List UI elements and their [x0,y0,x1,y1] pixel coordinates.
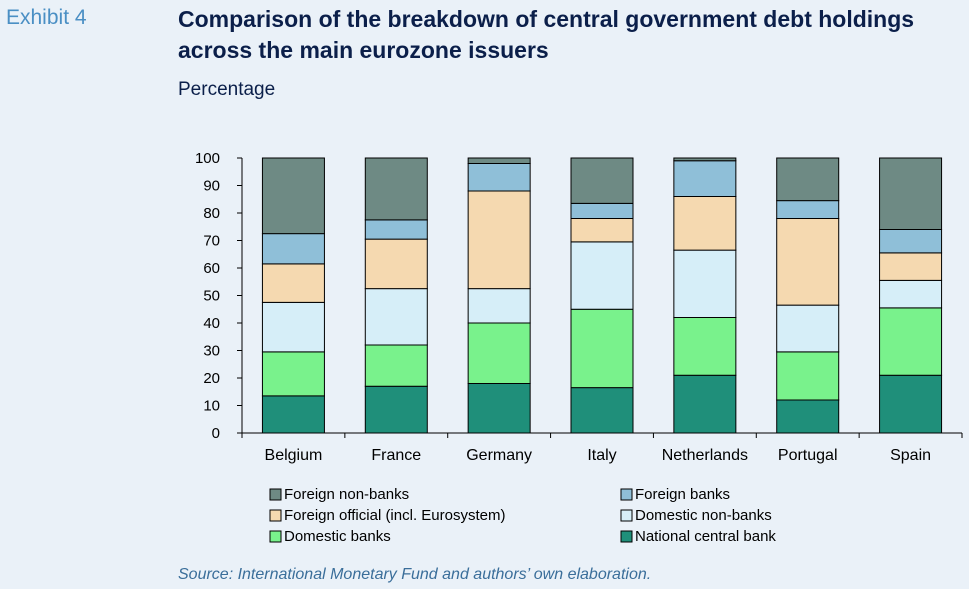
bar-segment [776,351,840,401]
bar-segment [261,395,325,434]
bar-segment [776,157,840,202]
exhibit-label: Exhibit 4 [6,6,87,29]
y-tick-label: 100 [195,150,220,167]
bar-segment [261,233,325,265]
bar-segment [467,163,531,192]
y-tick-label: 70 [203,233,220,250]
bar-segment [467,190,531,290]
source-note: Source: International Monetary Fund and … [178,566,652,583]
legend-swatch [620,530,633,543]
bar-segment [776,200,840,219]
bar-segment [364,238,428,290]
bar-segment [879,229,943,254]
bar-segment [364,157,428,221]
bar-segment [673,160,737,197]
bar-segment [673,196,737,251]
legend-swatch [269,488,282,501]
chart-legend: Foreign non-banks Foreign banks Foreign of… [269,486,776,545]
bar-segment [673,317,737,376]
bar-segment [467,383,531,434]
bar-segment [879,157,943,230]
y-tick-label: 90 [203,178,220,195]
bar-segment [776,399,840,434]
bar-segment [673,374,737,434]
bar-segment [673,157,737,162]
y-tick-label: 40 [203,315,220,332]
x-tick-label: Spain [890,447,931,464]
legend-swatch [620,509,633,522]
x-tick-label: Netherlands [662,447,748,464]
y-tick-label: 50 [203,288,220,305]
y-tick-label: 10 [203,398,220,415]
x-tick-label: Portugal [778,447,838,464]
legend-swatch [269,530,282,543]
legend-label: National central bank [635,528,776,545]
bar-segment [570,202,634,219]
bar-segment [570,218,634,243]
x-tick-label: Italy [587,447,616,464]
bar-segment [467,157,531,164]
y-tick-label: 30 [203,343,220,360]
legend-label: Foreign official (incl. Eurosystem) [284,507,505,524]
bar-segment [261,263,325,303]
x-tick-label: France [371,447,421,464]
chart-subtitle: Percentage [178,79,276,100]
bar-segment [364,344,428,387]
chart-bars [261,157,943,434]
bar-segment [879,374,943,434]
y-tick-label: 20 [203,370,220,387]
bar-segment [261,351,325,397]
bar-segment [879,252,943,281]
y-tick-label: 60 [203,260,220,277]
legend-label: Foreign banks [635,486,730,503]
x-tick-label: Belgium [265,447,323,464]
y-tick-label: 80 [203,205,220,222]
legend-label: Foreign non-banks [284,486,409,503]
bar-segment [673,249,737,318]
bar-segment [364,288,428,346]
legend-label: Domestic banks [284,528,391,545]
legend-swatch [269,509,282,522]
bar-segment [364,385,428,434]
bar-segment [570,241,634,310]
bar-segment [570,157,634,204]
bar-segment [261,157,325,235]
bar-segment [364,219,428,240]
chart-title: Comparison of the breakdown of central g… [178,6,915,63]
bar-segment [467,288,531,324]
x-tick-label: Germany [466,447,532,464]
bar-segment [261,301,325,353]
legend-swatch [620,488,633,501]
bar-segment [570,387,634,434]
chart-axes: 0 10 20 30 40 50 60 70 80 90 100 Belgium France Germa… [195,150,963,464]
y-tick-label: 0 [212,425,220,442]
bar-segment [570,308,634,389]
bar-segment [879,307,943,376]
bar-segment [467,322,531,384]
bar-segment [776,218,840,306]
bar-segment [879,279,943,309]
legend-label: Domestic non-banks [635,507,772,524]
bar-segment [776,304,840,353]
